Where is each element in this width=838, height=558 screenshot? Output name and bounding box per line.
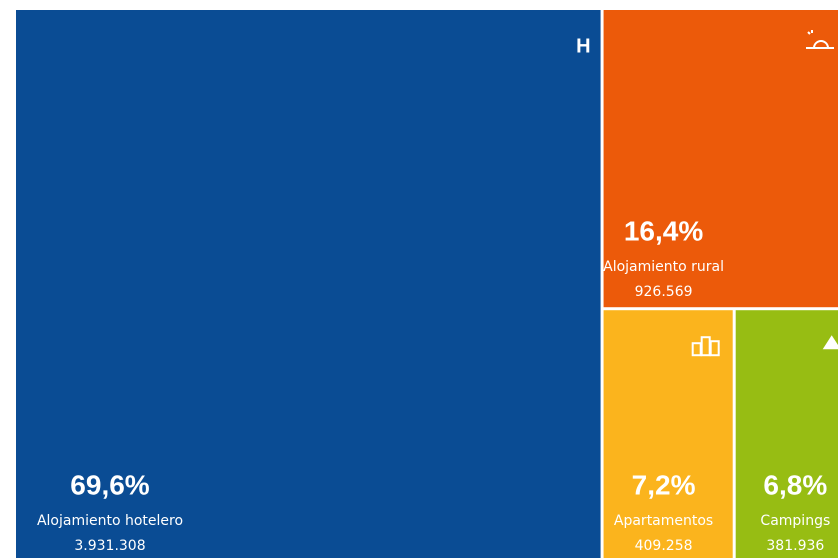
share-label: 16,4% — [624, 216, 703, 247]
value-label: 409.258 — [635, 538, 693, 554]
share-label: 7,2% — [632, 469, 696, 500]
tile — [735, 310, 838, 558]
category-label: Campings — [760, 513, 830, 529]
category-label: Apartamentos — [614, 513, 713, 529]
value-label: 3.931.308 — [74, 538, 145, 554]
category-label: Alojamiento rural — [603, 259, 724, 275]
apartments-icon — [709, 340, 720, 357]
tile — [603, 10, 838, 308]
badge: H — [576, 35, 590, 57]
share-label: 69,6% — [70, 469, 149, 500]
rural-icon — [806, 30, 834, 49]
value-label: 926.569 — [635, 284, 693, 300]
category-label: Alojamiento hotelero — [37, 513, 183, 529]
value-label: 381.936 — [766, 538, 824, 554]
share-label: 6,8% — [763, 469, 827, 500]
campings-icon — [822, 335, 838, 350]
tile — [16, 10, 601, 558]
